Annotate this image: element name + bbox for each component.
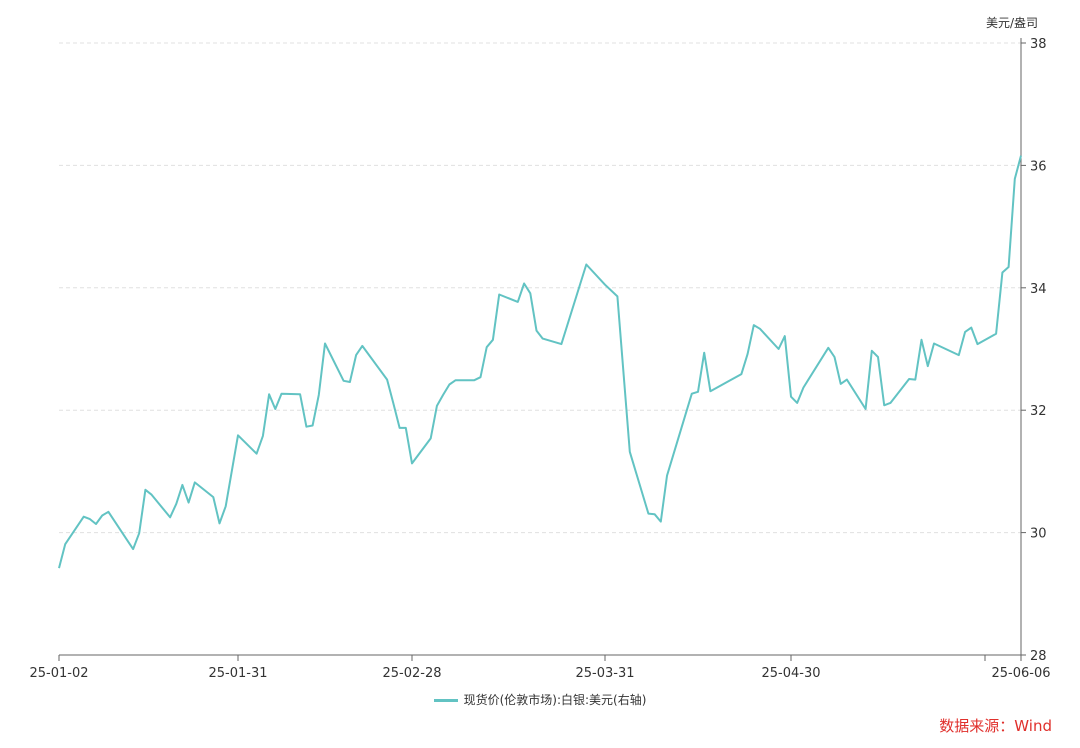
x-tick-label: 25-01-02 — [29, 666, 88, 681]
y-tick-label: 30 — [1030, 527, 1047, 542]
x-tick-label: 25-02-28 — [382, 666, 441, 681]
x-tick-label: 25-01-31 — [208, 666, 267, 681]
y-tick-label: 34 — [1030, 282, 1047, 297]
data-source: 数据来源：Wind — [939, 717, 1052, 735]
y-tick-label: 38 — [1030, 37, 1047, 52]
legend-swatch — [433, 699, 458, 702]
y-axis-unit-label: 美元/盎司 — [986, 16, 1039, 30]
x-tick-label: 25-06-06 — [991, 666, 1050, 681]
x-tick-label: 25-04-30 — [761, 666, 820, 681]
x-tick-label: 25-03-31 — [575, 666, 634, 681]
legend-label: 现货价(伦敦市场):白银:美元(右轴) — [463, 693, 647, 707]
y-tick-label: 36 — [1030, 159, 1047, 174]
y-tick-label: 28 — [1030, 649, 1047, 664]
axes: 28 30 32 34 36 38 25-01-02 25-01-31 25-02-28 25-0… — [29, 37, 1050, 681]
legend[interactable]: 现货价(伦敦市场):白银:美元(右轴) — [0, 691, 1080, 708]
gridlines — [59, 42, 1021, 534]
series-line — [58, 155, 1022, 569]
series-silver — [58, 155, 1022, 569]
y-tick-label: 32 — [1030, 404, 1047, 419]
